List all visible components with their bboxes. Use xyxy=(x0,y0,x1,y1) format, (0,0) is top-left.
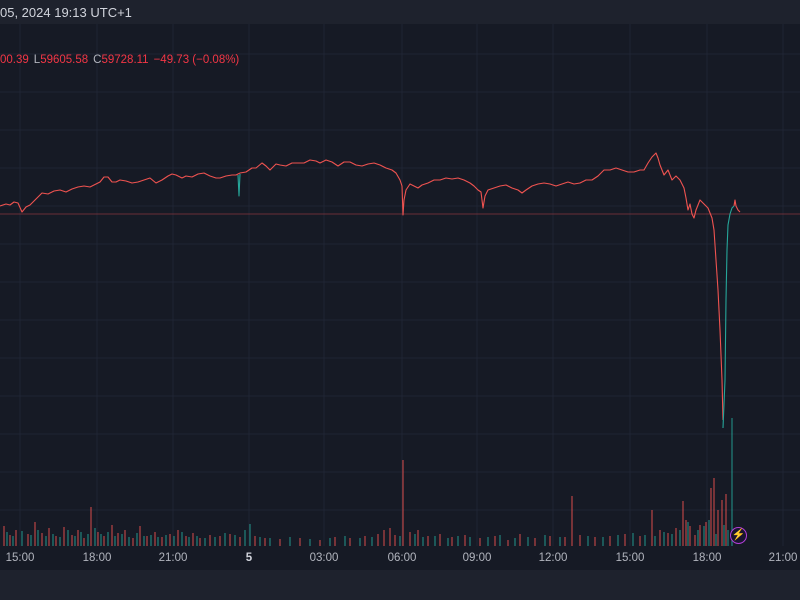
price-volume-plot[interactable] xyxy=(0,24,800,546)
time-axis[interactable]: 15:00 18:00 21:00 5 03:00 06:00 09:00 12… xyxy=(0,546,800,570)
ohlc-legend: 00.39 L59605.58 C59728.11 −49.73 (−0.08%) xyxy=(0,54,244,66)
ohlc-close-label: C xyxy=(93,54,102,66)
date-time-label: 05, 2024 19:13 UTC+1 xyxy=(0,5,132,20)
time-tick: 03:00 xyxy=(309,552,339,564)
time-tick: 21:00 xyxy=(158,552,188,564)
grid-lines xyxy=(0,24,800,546)
ohlc-low-value: 59605.58 xyxy=(40,54,89,66)
time-tick: 18:00 xyxy=(692,552,722,564)
lightning-bolt-icon[interactable]: ⚡ xyxy=(730,527,747,544)
price-series xyxy=(0,152,741,429)
time-tick-day: 5 xyxy=(245,552,253,564)
time-tick: 21:00 xyxy=(768,552,798,564)
ohlc-low-label: L xyxy=(33,54,41,66)
bottom-toolbar xyxy=(0,570,800,600)
time-tick: 12:00 xyxy=(538,552,568,564)
volume-bars xyxy=(3,418,733,546)
time-tick: 15:00 xyxy=(5,552,35,564)
ohlc-change-value: −49.73 (−0.08%) xyxy=(153,54,240,66)
time-tick: 09:00 xyxy=(462,552,492,564)
time-tick: 18:00 xyxy=(82,552,112,564)
chart-header-bar: 05, 2024 19:13 UTC+1 xyxy=(0,0,800,24)
time-tick: 06:00 xyxy=(387,552,417,564)
ohlc-close-value: 59728.11 xyxy=(101,54,149,66)
ohlc-high-value: 00.39 xyxy=(0,54,29,66)
time-tick: 15:00 xyxy=(615,552,645,564)
chart-pane[interactable]: 00.39 L59605.58 C59728.11 −49.73 (−0.08%) xyxy=(0,24,800,546)
